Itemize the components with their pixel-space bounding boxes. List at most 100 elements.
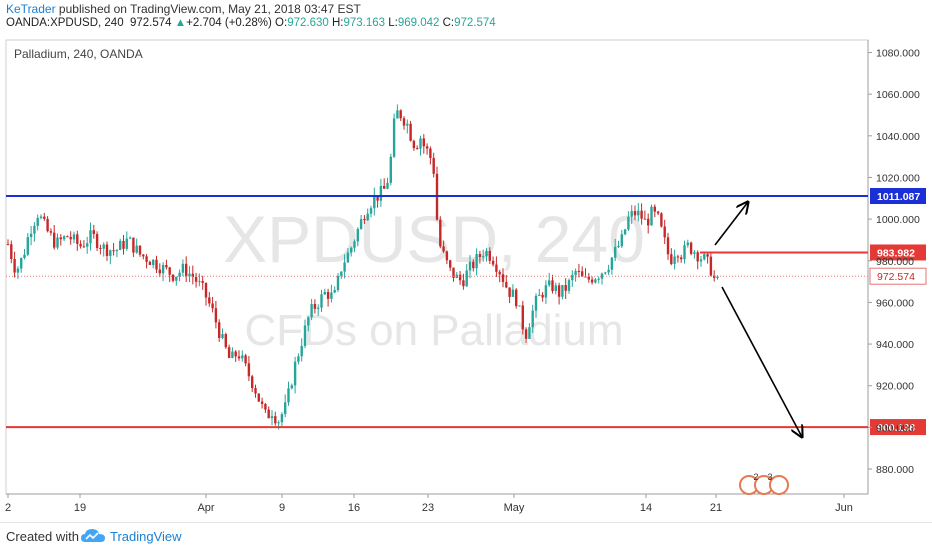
publish-line: KeTrader published on TradingView.com, M… (6, 2, 361, 16)
candle-body (485, 250, 488, 257)
price-chart[interactable]: XPDUSD, 240 CFDs on Palladium Palladium,… (0, 0, 932, 522)
candle-body (594, 279, 597, 283)
candle-body (211, 303, 214, 309)
candle-body (409, 123, 412, 141)
candle-body (208, 297, 211, 304)
candle-body (521, 305, 524, 330)
candle-body (346, 252, 350, 263)
y-tick-label: 1020.000 (876, 172, 920, 184)
candle-body (303, 325, 307, 346)
candle-body (165, 264, 168, 268)
created-with-text: Created with (6, 529, 79, 544)
candle-body (23, 254, 26, 259)
candle-body (307, 317, 310, 326)
candle-body (392, 118, 396, 157)
candle-body (376, 195, 379, 201)
footer: Created with TradingView (0, 522, 932, 551)
candle-body (607, 269, 610, 273)
candle-body (656, 211, 660, 214)
candle-body (676, 256, 680, 258)
last-price-box (869, 267, 927, 285)
svg-text:2: 2 (753, 472, 758, 482)
candle-body (703, 254, 706, 260)
candle-body (260, 401, 264, 404)
candle-body (310, 304, 313, 318)
candle-body (452, 267, 455, 278)
candle-body (247, 363, 251, 377)
candle-body (155, 259, 158, 270)
candle-body (468, 261, 472, 271)
candle-body (600, 273, 604, 279)
candle-body (99, 248, 102, 250)
candle-body (505, 281, 508, 288)
candle-body (267, 409, 270, 419)
candle-body (439, 219, 442, 247)
candle-body (640, 210, 643, 219)
candle-body (297, 356, 300, 362)
candle-body (13, 258, 16, 273)
candle-body (191, 273, 194, 278)
candle-body (491, 260, 495, 265)
candle-body (673, 256, 676, 264)
candle-body (359, 219, 363, 230)
candle-body (26, 237, 29, 255)
candle-body (132, 237, 135, 253)
y-tick-label: 880.000 (876, 464, 914, 476)
candle-body (396, 110, 399, 119)
candle-body (16, 268, 20, 273)
candle-body (178, 272, 181, 277)
candle-body (564, 285, 567, 291)
candle-body (597, 278, 600, 280)
candle-body (406, 123, 409, 126)
candle-body (224, 334, 227, 348)
candle-body (633, 211, 637, 216)
candle-body (373, 195, 376, 209)
candle-body (478, 254, 482, 257)
x-tick-label: May (504, 502, 525, 514)
candle-body (660, 213, 663, 227)
candle-body (128, 237, 132, 239)
candle-body (627, 216, 630, 230)
flags-badge[interactable]: 2 3 (739, 472, 789, 495)
candle-body (709, 256, 713, 276)
candle-body (518, 305, 521, 307)
tradingview-brand[interactable]: TradingView (110, 529, 182, 544)
candle-body (366, 213, 369, 221)
candle-body (234, 351, 237, 357)
candle-body (508, 287, 511, 297)
candle-body (680, 257, 683, 260)
candle-body (386, 182, 389, 189)
candle-body (46, 218, 49, 232)
upper-label: 983.982 (877, 247, 915, 259)
candle-body (62, 236, 66, 240)
candle-body (43, 216, 46, 219)
candle-body (102, 244, 105, 249)
candle-body (10, 244, 13, 259)
candle-body (82, 246, 86, 248)
candle-body (353, 241, 356, 248)
candle-body (416, 148, 419, 150)
candle-body (36, 218, 39, 226)
candle-body (653, 206, 656, 212)
candle-body (590, 279, 594, 283)
low-label: L: (388, 17, 398, 29)
candle-body (643, 218, 647, 220)
candle-body (379, 185, 383, 201)
candle-body (716, 276, 719, 279)
candle-body (72, 234, 76, 240)
candle-body (274, 416, 277, 424)
x-tick-label: 16 (348, 502, 360, 514)
candle-body (320, 294, 323, 308)
candle-body (280, 414, 284, 423)
y-tick-label: 1060.000 (876, 89, 920, 101)
candle-body (145, 256, 148, 262)
candle-body (531, 310, 534, 328)
plot-area (5, 39, 869, 495)
last-price-label: 972.574 (877, 271, 915, 283)
author-link[interactable]: KeTrader (6, 2, 56, 16)
candle-body (79, 243, 82, 247)
candle-body (541, 294, 544, 298)
candle-body (472, 261, 475, 269)
candle-body (326, 291, 330, 299)
price-value: 972.574 (130, 17, 172, 29)
